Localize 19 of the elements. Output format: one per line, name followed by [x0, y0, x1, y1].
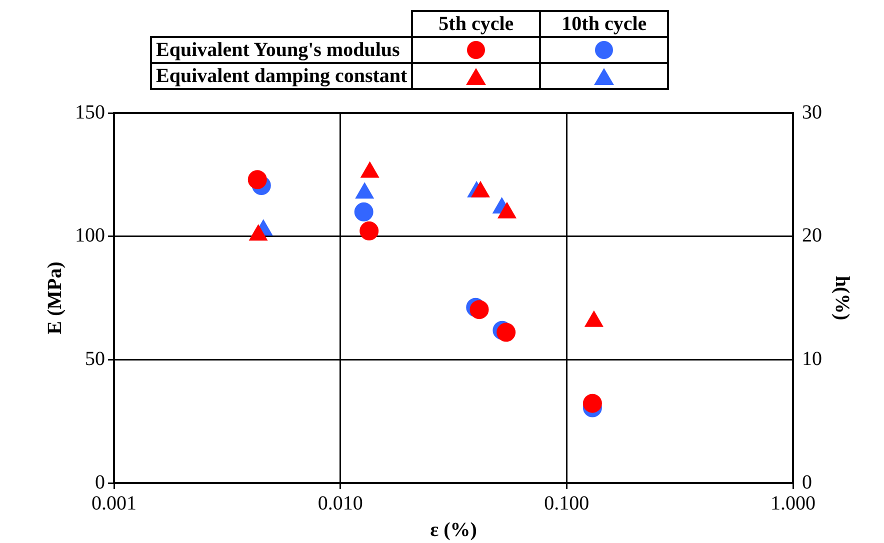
y2-tick-label: 20 — [802, 224, 822, 247]
y2-tick-label: 0 — [802, 471, 812, 494]
y2-axis-title: h(%) — [830, 276, 853, 320]
text: Equivalent Young's modulus — [151, 37, 412, 63]
text: 5th cycle — [412, 11, 540, 37]
y-tick-label: 150 — [75, 101, 105, 124]
x-tick-label: 1.000 — [770, 492, 816, 514]
x-tick-label: 0.001 — [92, 492, 136, 514]
x-axis-title: ε (%) — [430, 519, 477, 542]
text: 10th cycle — [540, 11, 668, 37]
x-tick-label: 0.100 — [544, 492, 590, 514]
y-axis-title: E (MPa) — [44, 262, 66, 334]
y-tick-label: 0 — [95, 471, 105, 494]
y2-tick-label: 10 — [802, 348, 822, 370]
y-tick-label: 100 — [75, 224, 105, 247]
x-tick-label: 0.010 — [318, 492, 363, 514]
text: Equivalent damping constant — [151, 63, 412, 89]
y2-tick-label: 30 — [802, 101, 822, 124]
y-tick-label: 50 — [85, 348, 105, 370]
